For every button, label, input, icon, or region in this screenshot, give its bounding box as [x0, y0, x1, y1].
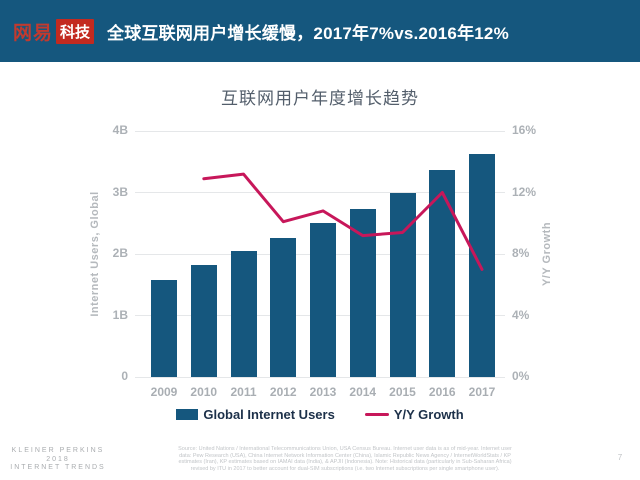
- brand-line-3: INTERNET TRENDS: [10, 464, 106, 471]
- legend-item-line: Y/Y Growth: [364, 407, 464, 422]
- right-tick-label: 4%: [512, 307, 530, 322]
- bar-swatch-icon: [176, 409, 199, 420]
- right-tick-label: 0%: [512, 369, 530, 383]
- x-label-2014: 2014: [349, 385, 377, 399]
- right-tick-label: 16%: [512, 123, 537, 137]
- gridline: [135, 130, 505, 132]
- x-label-2017: 2017: [468, 385, 496, 399]
- source-note-line: revised by ITU in 2017 to better account…: [190, 465, 500, 472]
- brand-line-2: 2018: [46, 455, 70, 463]
- bar-2009: [151, 279, 177, 377]
- bar-2012: [270, 238, 297, 377]
- right-tick-label: 12%: [512, 184, 537, 199]
- right-tick-label: 8%: [512, 246, 530, 260]
- article-headline: 全球互联网用户增长缓慢，2017年7%vs.2016年12%: [107, 23, 509, 43]
- left-tick-label: 1B: [112, 307, 128, 322]
- x-label-2015: 2015: [389, 385, 416, 399]
- brand-line-1: KLEINER PERKINS: [11, 447, 105, 454]
- growth-line-chart: [202, 172, 484, 271]
- source-note-line: Source: United Nations / International T…: [178, 446, 512, 452]
- gridline: [135, 376, 505, 378]
- x-label-2013: 2013: [309, 385, 337, 399]
- x-label-2009: 2009: [150, 385, 178, 399]
- legend-item-bars: Global Internet Users: [176, 407, 335, 422]
- x-label-2012: 2012: [269, 385, 297, 399]
- kleiner-perkins-brand: KLEINER PERKINS 2018 INTERNET TRENDS: [8, 447, 108, 473]
- legend-bar-label: Global Internet Users: [203, 407, 335, 422]
- legend-line-label: Y/Y Growth: [393, 407, 464, 422]
- x-label-2011: 2011: [230, 385, 257, 399]
- bar-2011: [230, 250, 257, 377]
- chart-legend: Global Internet Users Y/Y Growth: [0, 407, 640, 422]
- chart-title: 互联网用户年度增长趋势: [221, 89, 419, 108]
- growth-line: [202, 172, 484, 271]
- source-note-line: data: Pew Research (USA), China Internet…: [179, 452, 511, 459]
- netease-tech-logo: 网易 科技: [13, 18, 95, 45]
- line-swatch-icon: [364, 413, 389, 416]
- netease-logo-text: 网易: [13, 22, 54, 44]
- header-bar: 网易 科技 全球互联网用户增长缓慢，2017年7%vs.2016年12%: [0, 0, 640, 62]
- bar-2010: [190, 265, 217, 377]
- left-tick-label: 0: [121, 369, 128, 383]
- left-tick-label: 2B: [112, 246, 128, 260]
- gridline: [135, 192, 505, 193]
- left-tick-label: 3B: [112, 184, 128, 199]
- bar-2016: [429, 169, 456, 377]
- left-tick-label: 4B: [112, 123, 128, 137]
- source-note: Source: United Nations / International T…: [125, 446, 565, 472]
- page-number: 7: [617, 453, 623, 462]
- tech-logo-badge: 科技: [56, 18, 95, 44]
- x-label-2016: 2016: [428, 385, 456, 399]
- bar-2013: [310, 223, 336, 377]
- right-axis-label: Y/Y Growth: [541, 221, 553, 287]
- plot-area: [135, 130, 505, 378]
- left-axis-label: Internet Users, Global: [89, 191, 101, 317]
- x-label-2010: 2010: [190, 385, 218, 399]
- source-note-line: estimates (Iran), KP estimates based on …: [178, 459, 512, 465]
- bar-2017: [469, 154, 495, 377]
